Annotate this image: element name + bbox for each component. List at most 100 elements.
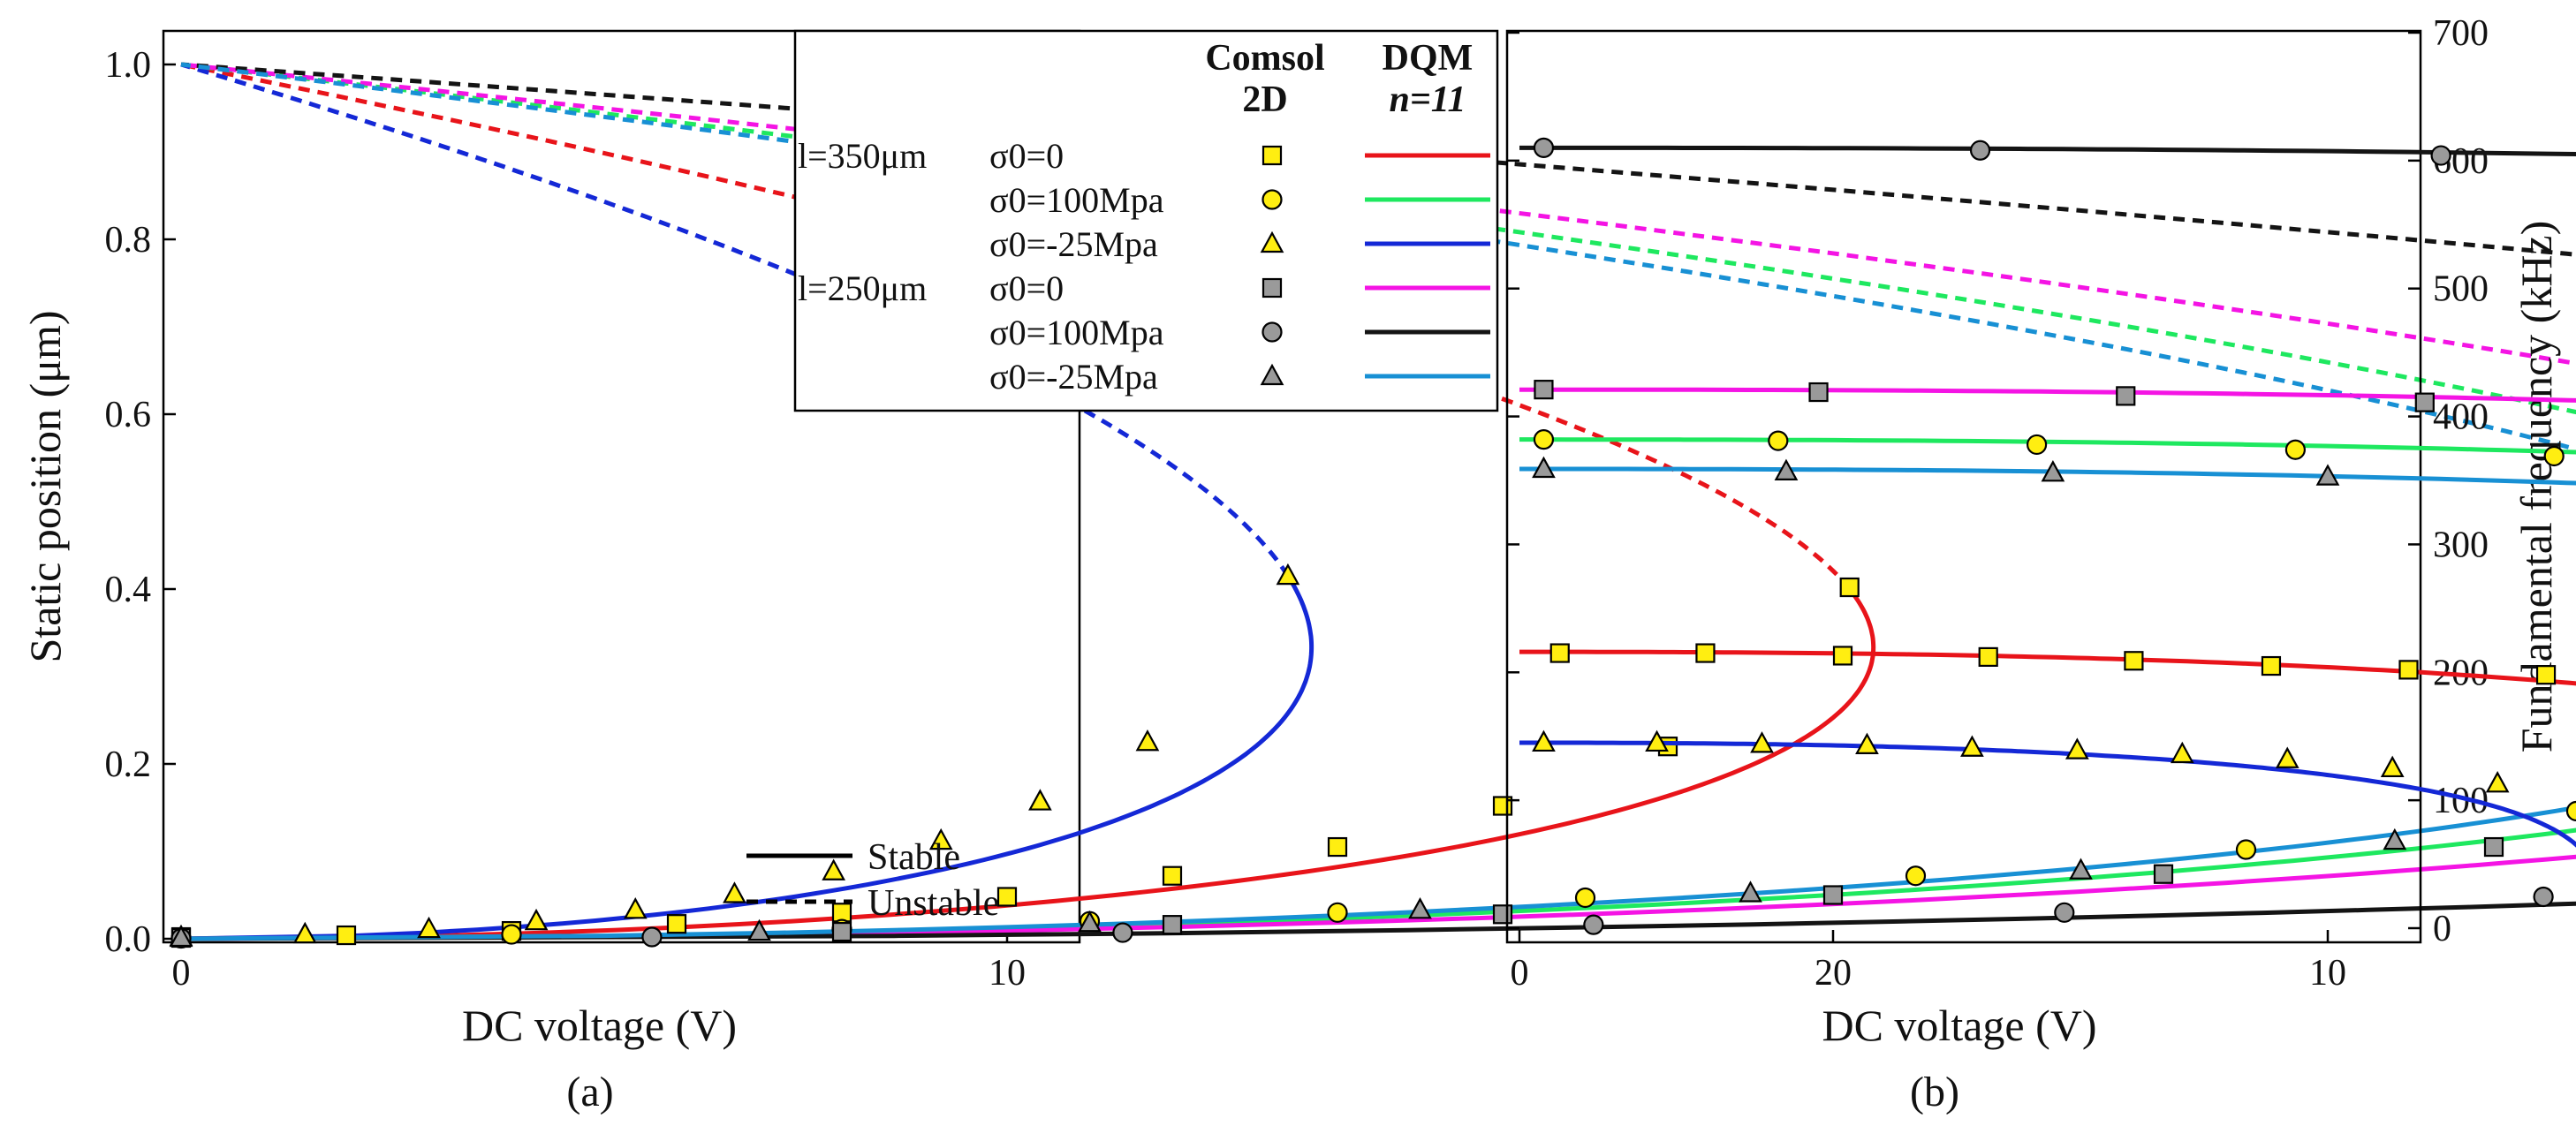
comsol-marker	[2153, 864, 2174, 884]
y-tick-label: 1.0	[105, 45, 152, 86]
y-tick-label: 0.0	[105, 919, 152, 960]
comsol-marker	[928, 827, 953, 850]
stable-branch-line	[180, 827, 2576, 941]
y-tick-label: 0.4	[105, 570, 152, 610]
comsol-marker	[2284, 439, 2306, 460]
comsol-marker	[1960, 735, 1984, 757]
y-tick-label: 0.6	[105, 395, 152, 435]
comsol-marker	[2054, 902, 2075, 923]
legend-header-dqm-n: n=11	[1390, 79, 1466, 120]
frequency-line	[1519, 466, 2576, 486]
comsol-marker	[1533, 137, 1555, 158]
comsol-marker	[169, 925, 193, 948]
comsol-marker	[292, 921, 317, 944]
comsol-marker	[1135, 729, 1160, 752]
comsol-marker	[2414, 392, 2435, 412]
comsol-marker	[1574, 887, 1596, 909]
frequency-line	[1519, 740, 2576, 848]
legend-marker	[1261, 189, 1283, 210]
comsol-marker	[417, 916, 441, 939]
frequency-line	[1519, 437, 2576, 455]
comsol-marker	[1978, 646, 1998, 668]
x-tick-label: 0	[1511, 953, 1529, 994]
comsol-marker	[2275, 746, 2299, 768]
x-axis-label: DC voltage (V)	[1822, 1001, 2096, 1050]
comsol-marker	[1808, 382, 1829, 403]
comsol-marker	[1408, 897, 1432, 919]
chart-b: 01020304050600100200300400500600700DC vo…	[1505, 13, 2576, 1115]
x-axis-label: DC voltage (V)	[462, 1001, 737, 1050]
y-tick-label: 0.2	[105, 744, 152, 785]
comsol-marker	[1492, 904, 1513, 925]
stable-branch-line	[180, 805, 2576, 941]
comsol-marker	[1768, 430, 1789, 451]
comsol-marker	[623, 897, 648, 919]
comsol-marker	[641, 926, 663, 948]
legend-sigma-label: σ0=-25Mpa	[989, 224, 1158, 264]
comsol-marker	[1822, 885, 1844, 905]
legend-sigma-label: σ0=100Mpa	[989, 313, 1164, 352]
comsol-marker	[2535, 665, 2557, 685]
legend-marker	[1261, 145, 1283, 166]
comsol-marker	[1905, 865, 1927, 887]
plot-frame	[1505, 29, 2422, 944]
legend-header-comsol: Comsol	[1205, 38, 1324, 79]
comsol-marker	[2261, 655, 2282, 676]
comsol-marker	[822, 858, 846, 880]
comsol-marker	[2027, 434, 2048, 456]
y-tick-label: 700	[2433, 13, 2489, 54]
legend-sigma-label: σ0=0	[989, 268, 1064, 308]
comsol-marker	[1078, 910, 1102, 933]
comsol-marker	[1832, 646, 1853, 666]
y-tick-label: 400	[2433, 397, 2489, 438]
stable-branch-line	[180, 574, 1315, 941]
y-tick-label: 300	[2433, 525, 2489, 565]
comsol-marker	[2383, 827, 2407, 850]
legend-marker	[1261, 321, 1283, 343]
comsol-marker	[1162, 915, 1183, 935]
comsol-marker	[2533, 886, 2554, 908]
comsol-marker	[1645, 729, 1669, 752]
comsol-marker	[501, 924, 522, 945]
comsol-marker	[2483, 836, 2504, 858]
legend-marker	[1261, 277, 1283, 299]
comsol-marker	[1532, 729, 1556, 752]
legend-box	[793, 29, 1499, 412]
comsol-marker	[1327, 836, 1348, 858]
comsol-marker	[2069, 858, 2093, 880]
comsol-marker	[1750, 731, 1774, 753]
y-tick-label: 0	[2433, 909, 2451, 949]
comsol-marker	[2124, 651, 2144, 671]
comsol-marker	[1549, 643, 1570, 663]
unstable-legend-label: Unstable	[868, 883, 999, 924]
y-tick-label: 0.8	[105, 220, 152, 261]
chart-a: 01020304050600.00.20.40.60.81.0DC voltag…	[20, 29, 2576, 1115]
legend-marker	[1260, 230, 1284, 253]
comsol-marker	[1327, 902, 1348, 923]
comsol-marker	[723, 881, 746, 903]
comsol-marker	[2170, 741, 2194, 764]
comsol-marker	[1774, 458, 1799, 480]
comsol-marker	[1028, 789, 1052, 811]
comsol-marker	[524, 908, 549, 931]
comsol-marker	[2065, 737, 2089, 759]
legend-group-label: l=350μm	[798, 136, 927, 176]
comsol-marker	[336, 925, 357, 946]
comsol-marker	[2235, 839, 2257, 860]
y-axis-label: Fundamental frequency (kHz)	[2512, 221, 2561, 753]
legend-sigma-label: σ0=0	[989, 136, 1064, 176]
comsol-marker	[666, 914, 687, 934]
comsol-marker	[1533, 429, 1555, 450]
comsol-marker	[1112, 922, 1133, 943]
comsol-marker	[2398, 660, 2419, 680]
x-tick-label: 20	[1815, 953, 1852, 994]
legend-group-label: l=250μm	[798, 268, 927, 308]
comsol-marker	[1695, 643, 1716, 663]
comsol-marker	[2430, 145, 2451, 166]
comsol-marker	[1739, 880, 1762, 903]
stable-legend-label: Stable	[868, 837, 960, 878]
legend-sigma-label: σ0=100Mpa	[989, 180, 1164, 220]
x-tick-label: 10	[2309, 953, 2346, 994]
comsol-marker	[1276, 563, 1300, 586]
